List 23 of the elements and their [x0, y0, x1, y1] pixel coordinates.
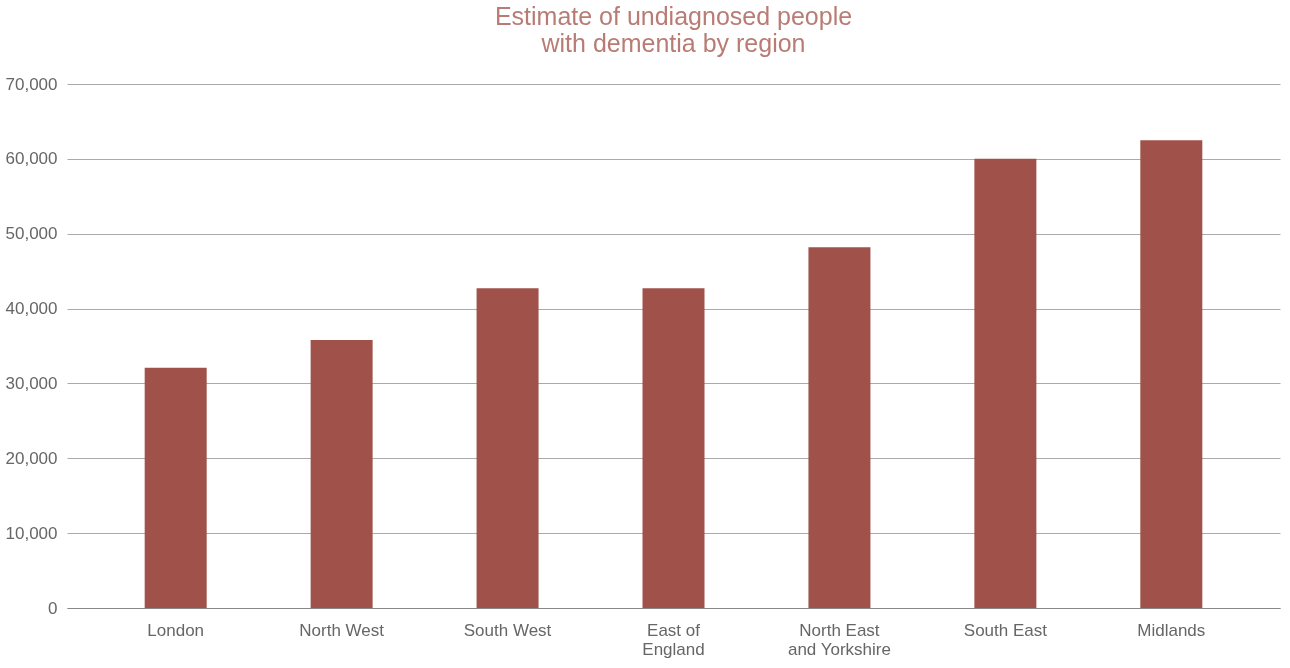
bar: [1140, 140, 1203, 608]
x-tick-label: East of England: [642, 620, 705, 659]
y-tick-label: 30,000: [5, 373, 58, 393]
chart-title: Estimate of undiagnosed people with dementia by region: [494, 2, 853, 57]
x-tick-label: South West: [463, 620, 552, 640]
x-tick-label: London: [147, 620, 205, 640]
x-tick-label: South East: [963, 620, 1048, 640]
bar: [310, 340, 373, 608]
x-tick-label: Midlands: [1137, 620, 1206, 640]
bar: [974, 158, 1037, 608]
y-tick-label: 10,000: [5, 523, 58, 543]
y-tick-label: 40,000: [5, 299, 58, 319]
y-tick-label: 20,000: [5, 448, 58, 468]
bar: [808, 247, 871, 608]
y-tick-label: 60,000: [5, 149, 58, 169]
bar: [642, 288, 705, 608]
bar: [476, 288, 539, 608]
y-tick-label: 70,000: [5, 74, 58, 94]
y-tick-label: 50,000: [5, 224, 58, 244]
y-tick-label: 0: [48, 598, 58, 618]
x-tick-label: North East and Yorkshire: [787, 620, 891, 659]
bar: [144, 367, 207, 608]
x-tick-label: North West: [299, 620, 385, 640]
